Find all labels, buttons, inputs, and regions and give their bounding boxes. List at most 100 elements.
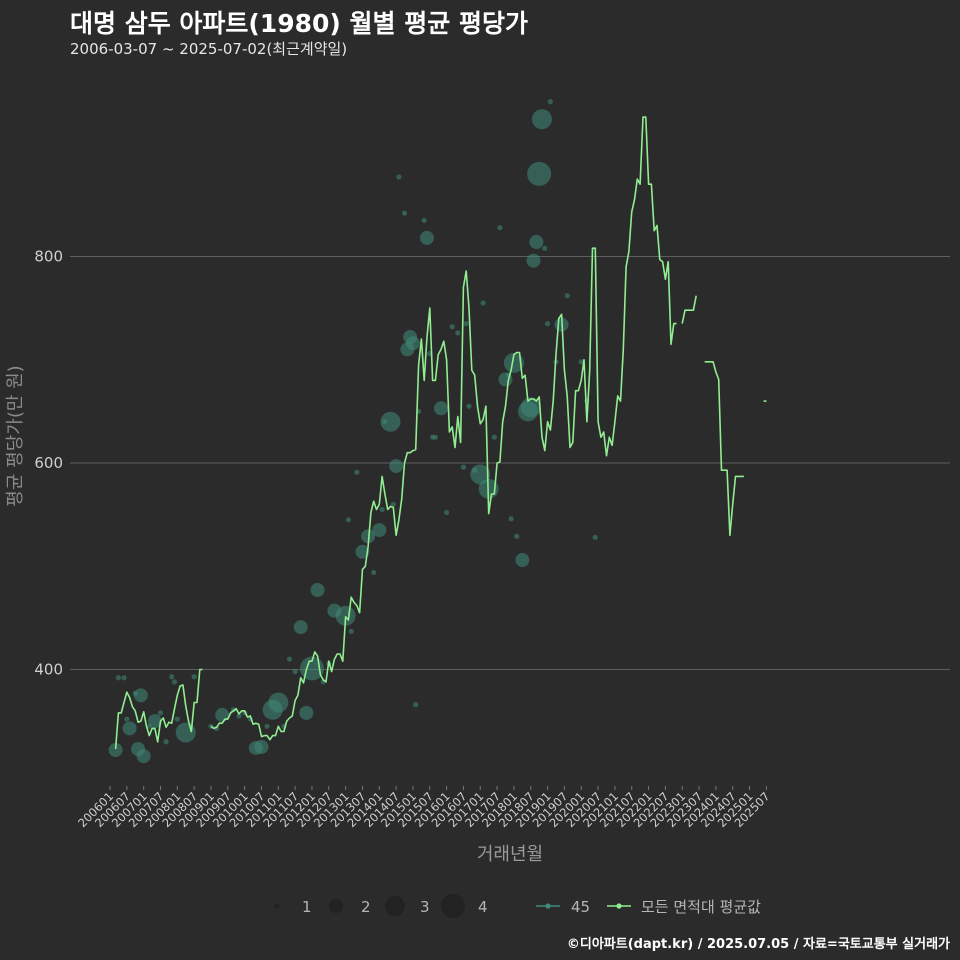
- data-point: [174, 716, 180, 722]
- data-point: [115, 675, 122, 681]
- data-point: [564, 293, 570, 299]
- y-tick-label: 800: [34, 248, 63, 266]
- data-point: [121, 675, 127, 681]
- data-point: [136, 749, 151, 764]
- data-point: [191, 674, 197, 680]
- data-point: [163, 739, 169, 745]
- series-line-segment: [210, 116, 677, 741]
- data-point: [147, 714, 162, 729]
- data-point: [133, 688, 148, 703]
- data-point: [460, 464, 467, 470]
- legend-size-1: [274, 903, 280, 909]
- data-point: [419, 230, 434, 245]
- data-point: [514, 533, 520, 539]
- data-point: [379, 506, 385, 513]
- data-point: [401, 210, 408, 216]
- data-point: [345, 517, 352, 523]
- data-point: [405, 336, 420, 351]
- legend-series-label: 45: [571, 898, 590, 916]
- data-point: [592, 534, 598, 540]
- legend-size-4: [441, 894, 465, 918]
- y-axis-label: 평균 평당가(만 원): [5, 365, 26, 506]
- data-point: [354, 469, 360, 475]
- line-layer: [114, 116, 767, 750]
- data-point: [236, 713, 242, 719]
- data-point: [264, 723, 270, 729]
- data-point: [508, 516, 514, 522]
- data-point: [169, 674, 175, 680]
- data-point: [380, 411, 401, 432]
- data-point: [491, 434, 497, 440]
- data-point: [433, 401, 448, 416]
- series-line-segment: [114, 668, 203, 750]
- data-point: [254, 739, 269, 754]
- data-point: [157, 710, 164, 716]
- y-axis-ticks: 400 600 800: [34, 248, 63, 679]
- points-layer: [108, 99, 598, 764]
- data-point: [335, 605, 356, 626]
- data-point: [292, 668, 298, 675]
- data-point: [389, 459, 404, 474]
- data-point: [175, 722, 196, 743]
- data-point: [480, 300, 486, 306]
- data-point: [463, 321, 469, 327]
- data-point: [470, 464, 491, 485]
- data-point: [171, 679, 178, 685]
- data-point: [529, 235, 544, 250]
- data-point: [122, 721, 137, 736]
- legend-size-label: 4: [478, 898, 488, 916]
- data-point: [432, 434, 438, 440]
- footer-credit: ©디아파트(dapt.kr) / 2025.07.05 / 자료=국토교통부 실…: [566, 937, 950, 952]
- data-point: [286, 656, 293, 662]
- legend-size-2: [329, 899, 343, 913]
- data-point: [444, 509, 450, 516]
- legend-size-label: 2: [361, 898, 371, 916]
- x-axis-ticks: 2006012006072007012007072008012008072009…: [75, 786, 772, 830]
- legend-key-avg-dot: [616, 903, 622, 909]
- data-point: [526, 253, 541, 268]
- data-point: [361, 529, 376, 544]
- data-point: [578, 359, 584, 365]
- data-point: [299, 705, 314, 720]
- data-point: [520, 397, 541, 418]
- data-point: [497, 224, 503, 231]
- x-axis-label: 거래년월: [477, 844, 543, 865]
- data-point: [396, 174, 402, 180]
- series-line-segment: [681, 295, 697, 324]
- data-point: [515, 553, 530, 568]
- data-point: [503, 352, 524, 373]
- series-line-segment: [704, 361, 744, 537]
- y-tick-label: 400: [34, 661, 63, 679]
- data-point: [531, 109, 552, 130]
- chart-subtitle: 2006-03-07 ~ 2025-07-02(최근계약일): [70, 40, 348, 58]
- legend-size-3: [385, 896, 405, 916]
- data-point: [466, 403, 472, 409]
- data-point: [310, 582, 325, 597]
- data-point: [355, 544, 370, 559]
- data-point: [455, 330, 461, 336]
- legend-size-label: 3: [420, 898, 430, 916]
- data-point: [268, 692, 289, 713]
- data-point: [108, 743, 123, 758]
- data-point: [547, 99, 553, 105]
- legend: 1 2 3 4 45 모든 면적대 평균값: [274, 894, 761, 918]
- data-point: [293, 620, 308, 635]
- data-point: [348, 628, 354, 634]
- data-point: [421, 217, 427, 223]
- data-point: [449, 324, 455, 330]
- grid-layer: [70, 256, 950, 670]
- data-point: [544, 321, 551, 327]
- data-point: [413, 702, 419, 708]
- legend-key-45-dot: [545, 903, 551, 909]
- chart-title: 대명 삼두 아파트(1980) 월별 평균 평당가: [70, 9, 528, 38]
- y-tick-label: 600: [34, 454, 63, 472]
- data-point: [527, 161, 552, 186]
- data-point: [124, 716, 130, 722]
- data-point: [371, 569, 377, 576]
- data-point: [390, 501, 396, 507]
- data-point: [542, 245, 548, 251]
- legend-size-label: 1: [302, 898, 312, 916]
- data-point: [372, 523, 387, 538]
- legend-series-label: 모든 면적대 평균값: [641, 898, 761, 916]
